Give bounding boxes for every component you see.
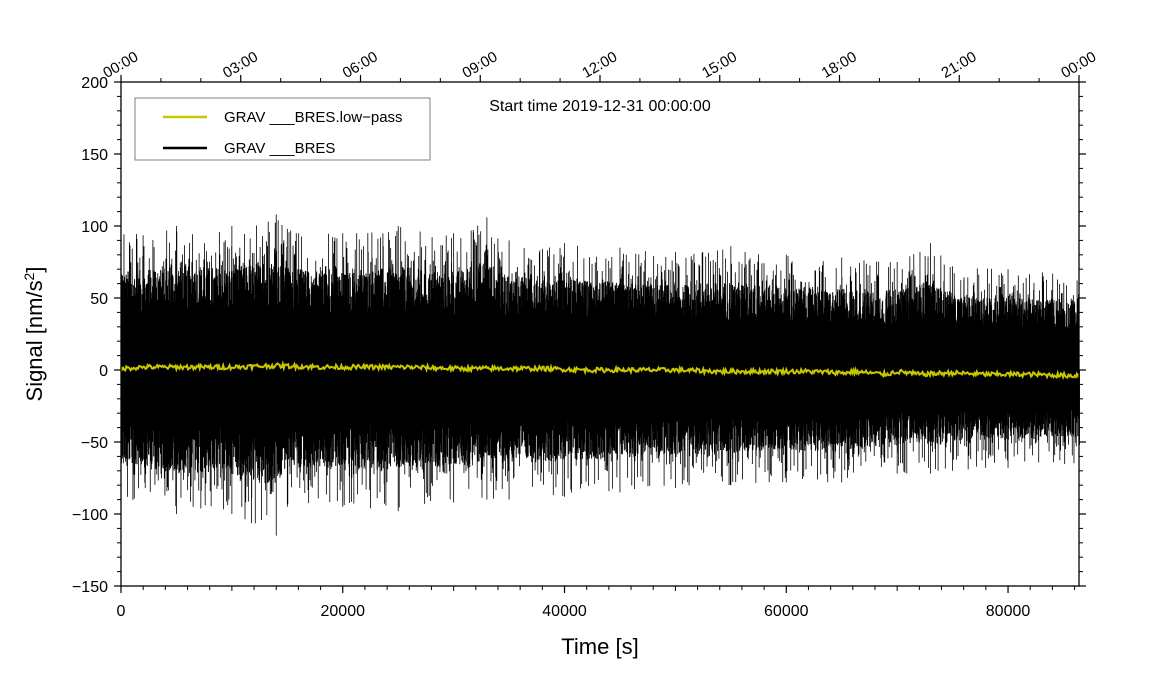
y-tick-label: 0 [99,363,108,380]
lowpass-signal-series [120,360,1080,381]
y-tick-label: 200 [81,75,108,92]
x-tick-label: 40000 [542,603,587,620]
y-tick-label: −100 [72,507,108,524]
y-axis-title: Signal [nm/s2] [21,267,47,402]
y-tick-label: 150 [81,147,108,164]
x-tick-label: 0 [117,603,126,620]
x-tick-label: 20000 [321,603,366,620]
y-tick-label: 100 [81,219,108,236]
x-tick-label: 80000 [986,603,1031,620]
y-tick-label: −50 [81,435,108,452]
legend-box [134,97,431,161]
y-tick-label: −150 [72,579,108,596]
x-tick-label: 60000 [764,603,809,620]
start-time-annotation: Start time 2019-12-31 00:00:00 [489,98,711,115]
y-tick-label: 50 [90,291,108,308]
legend-label-lowpass: GRAV ___BRES.low−pass [224,109,403,126]
lowpass-line [120,360,1080,381]
x-axis-title: Time [s] [561,634,638,659]
legend: GRAV ___BRES.low−pass GRAV ___BRES [134,97,431,161]
legend-label-raw: GRAV ___BRES [224,140,335,157]
